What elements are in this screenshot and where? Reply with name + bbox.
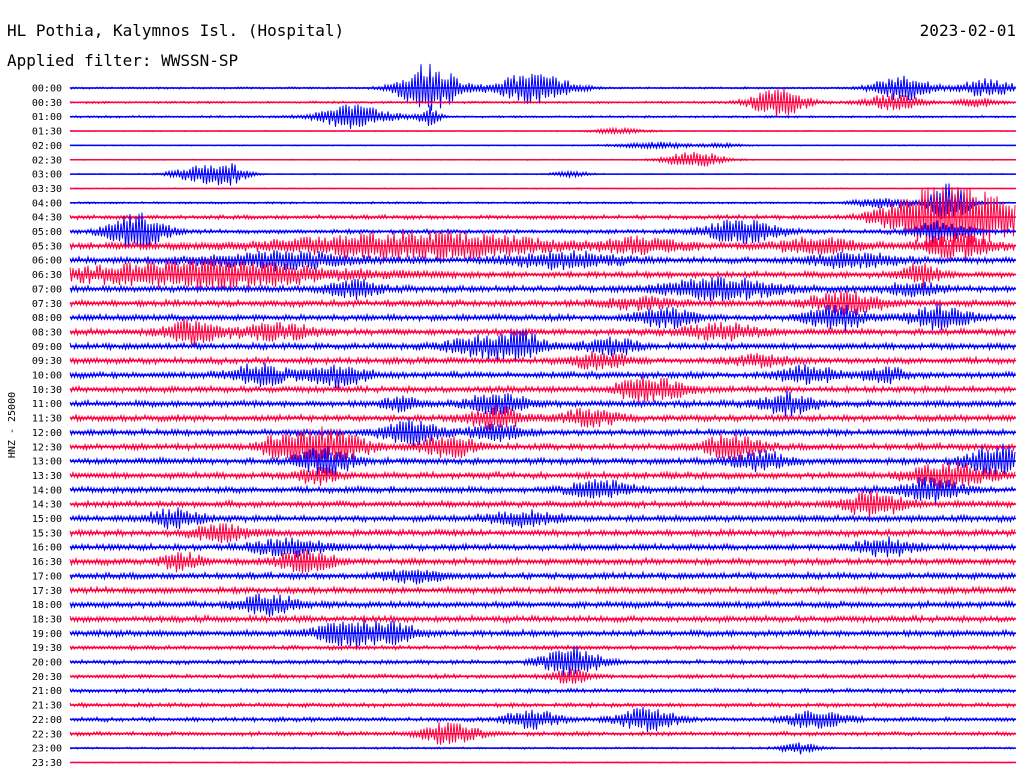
time-label: 09:30 bbox=[32, 356, 62, 367]
trace-line bbox=[69, 362, 1016, 389]
time-label: 20:00 bbox=[32, 658, 62, 669]
trace-line bbox=[69, 490, 1016, 518]
time-label: 19:00 bbox=[32, 629, 62, 640]
time-label: 17:30 bbox=[32, 586, 62, 597]
trace-line bbox=[69, 701, 1016, 709]
trace-line bbox=[69, 329, 1016, 361]
time-label: 13:30 bbox=[32, 471, 62, 482]
time-label: 10:00 bbox=[32, 371, 62, 382]
trace-line bbox=[69, 722, 1016, 745]
trace-line bbox=[69, 187, 1016, 248]
time-label: 21:30 bbox=[32, 701, 62, 712]
trace-line bbox=[69, 303, 1016, 332]
trace-line bbox=[69, 276, 1016, 302]
trace-line bbox=[69, 536, 1016, 558]
time-label: 15:30 bbox=[32, 528, 62, 539]
time-label: 18:00 bbox=[32, 600, 62, 611]
trace-line bbox=[69, 390, 1016, 417]
time-label: 05:00 bbox=[32, 227, 62, 238]
time-label: 06:30 bbox=[32, 270, 62, 281]
time-label: 11:00 bbox=[32, 399, 62, 410]
trace-line bbox=[69, 613, 1016, 625]
trace-line bbox=[69, 646, 1016, 677]
time-label: 12:00 bbox=[32, 428, 62, 439]
trace-line bbox=[69, 443, 1016, 478]
time-label: 00:30 bbox=[32, 98, 62, 109]
time-label: 03:30 bbox=[32, 184, 62, 195]
trace-line bbox=[69, 230, 1016, 262]
time-label: 03:00 bbox=[32, 170, 62, 181]
time-label: 13:00 bbox=[32, 457, 62, 468]
trace-line bbox=[69, 249, 1016, 272]
time-label: 02:00 bbox=[32, 141, 62, 152]
trace-line bbox=[69, 460, 1016, 490]
time-label: 22:30 bbox=[32, 729, 62, 740]
trace-line bbox=[69, 318, 1016, 347]
time-label: 12:30 bbox=[32, 442, 62, 453]
record-date: 2023-02-01 bbox=[920, 21, 1016, 40]
trace-line bbox=[69, 404, 1016, 430]
trace-line bbox=[69, 418, 1016, 447]
time-label: 01:00 bbox=[32, 112, 62, 123]
trace-line bbox=[69, 569, 1016, 585]
time-label: 20:30 bbox=[32, 672, 62, 683]
time-label: 15:00 bbox=[32, 514, 62, 525]
time-label: 08:30 bbox=[32, 327, 62, 338]
filter-label: Applied filter: WWSSN-SP bbox=[7, 51, 238, 70]
time-label: 01:30 bbox=[32, 127, 62, 138]
time-label: 07:30 bbox=[32, 299, 62, 310]
trace-line bbox=[69, 290, 1016, 316]
time-label: 06:00 bbox=[32, 256, 62, 267]
time-label: 00:00 bbox=[32, 84, 62, 95]
time-label: 05:30 bbox=[32, 241, 62, 252]
time-label: 19:30 bbox=[32, 643, 62, 654]
trace-line bbox=[69, 507, 1016, 530]
time-label: 02:30 bbox=[32, 155, 62, 166]
trace-line bbox=[69, 476, 1016, 505]
time-label: 23:00 bbox=[32, 744, 62, 755]
trace-line bbox=[69, 593, 1016, 617]
trace-line bbox=[69, 376, 1016, 404]
trace-line bbox=[69, 707, 1016, 733]
time-label: 18:30 bbox=[32, 614, 62, 625]
trace-line bbox=[69, 212, 1016, 248]
channel-axis-label: HNZ - 25000 bbox=[7, 392, 18, 458]
time-label: 07:00 bbox=[32, 284, 62, 295]
trace-line bbox=[69, 619, 1016, 648]
trace-line bbox=[69, 643, 1016, 652]
trace-line bbox=[69, 668, 1016, 684]
trace-line bbox=[69, 426, 1016, 466]
time-label: 23:30 bbox=[32, 758, 62, 769]
trace-line bbox=[69, 523, 1016, 544]
time-label: 21:00 bbox=[32, 686, 62, 697]
trace-rows: 00:00 00:30 01:00 01:30 02:00 02:30 03:00 03:30… bbox=[32, 63, 1016, 769]
time-label: 16:30 bbox=[32, 557, 62, 568]
time-label: 14:00 bbox=[32, 485, 62, 496]
trace-line bbox=[69, 350, 1016, 371]
time-label: 09:00 bbox=[32, 342, 62, 353]
trace-line bbox=[69, 585, 1016, 596]
time-label: 16:00 bbox=[32, 543, 62, 554]
trace-line bbox=[69, 258, 1016, 291]
time-label: 04:30 bbox=[32, 213, 62, 224]
time-label: 22:00 bbox=[32, 715, 62, 726]
time-label: 08:00 bbox=[32, 313, 62, 324]
time-label: 11:30 bbox=[32, 414, 62, 425]
time-label: 04:00 bbox=[32, 198, 62, 209]
time-label: 17:00 bbox=[32, 571, 62, 582]
trace-line bbox=[69, 548, 1016, 574]
station-title: HL Pothia, Kalymnos Isl. (Hospital) bbox=[7, 21, 344, 40]
time-label: 14:30 bbox=[32, 500, 62, 511]
time-label: 10:30 bbox=[32, 385, 62, 396]
